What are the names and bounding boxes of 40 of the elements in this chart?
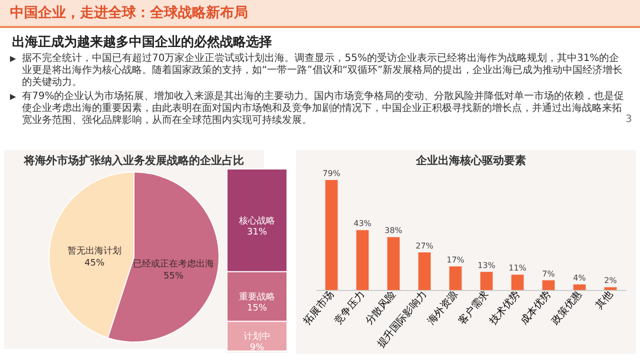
x-tick-label: 技术优势 (486, 288, 522, 328)
text: 出海正成为越来越多中国企业的必然战略选择 (12, 34, 273, 51)
series-label: 核心战略 (238, 215, 275, 226)
data-label: 7% (542, 269, 556, 278)
data-label: 31% (246, 227, 268, 238)
bar (542, 280, 555, 290)
data-label: 43% (354, 219, 372, 228)
chart-title: 企业出海核心驱动要素 (415, 154, 526, 167)
data-label: 79% (322, 169, 341, 178)
data-label: 27% (416, 241, 434, 250)
series-label: 重要战略 (239, 291, 275, 302)
data-label: 45% (84, 258, 105, 269)
bar (418, 252, 431, 290)
bar (480, 272, 493, 290)
text: 3 (626, 114, 632, 125)
data-label: 9% (250, 343, 265, 354)
bar (449, 266, 462, 290)
text: 中国企业，走进全球：全球战略新布局 (0, 0, 640, 28)
data-label: 11% (508, 264, 527, 273)
data-label: 17% (446, 255, 465, 264)
x-tick-label: 政策优惠 (549, 288, 584, 327)
x-tick-label: 其他 (593, 288, 616, 312)
bar (511, 274, 524, 290)
slice-label: 已经或正在考虑出海 (133, 258, 214, 270)
slice-label: 暂无出海计划 (67, 246, 122, 257)
chart-title: 将海外市场扩张纳入业务发展战略的企业占比 (23, 154, 244, 167)
bar (356, 230, 369, 290)
text: 据不完全统计，中国已有超过70万家企业正尝试或计划出海。调查显示，55%的受访企业表示已经将出海作为战略规划，其中31%的企业更是将出海作为核心战略。随着国家政策的支持，如“一带一路”倡议和“双循环”新发展格局的提出，企业出海已成为推动中国经济增长的关键动力。 (22, 53, 624, 89)
bar (387, 237, 400, 290)
data-label: 55% (164, 271, 184, 282)
data-label: 15% (246, 303, 268, 314)
text: 有79%的企业认为市场拓展、增加收入来源是其出海的主要动力。国内市场竞争格局的变动、分散风险并降低对单一市场的依赖，也是促使企业考虑出海的重要因素，由此表明在面对国内市场饱和及竞争加剧的情况下，中国企业正积极寻找新的增长点，并通过出海战略来拓宽业务范围、强化品牌影响，从而在全球范围内实现可持续发展。 (22, 91, 624, 126)
data-label: 38% (384, 226, 403, 236)
bar (325, 180, 338, 290)
data-label: 4% (573, 273, 586, 282)
bar (573, 284, 586, 290)
series-label: 计划中 (244, 331, 270, 342)
data-label: 13% (478, 260, 496, 270)
data-label: 2% (604, 276, 618, 286)
bar (604, 287, 617, 290)
